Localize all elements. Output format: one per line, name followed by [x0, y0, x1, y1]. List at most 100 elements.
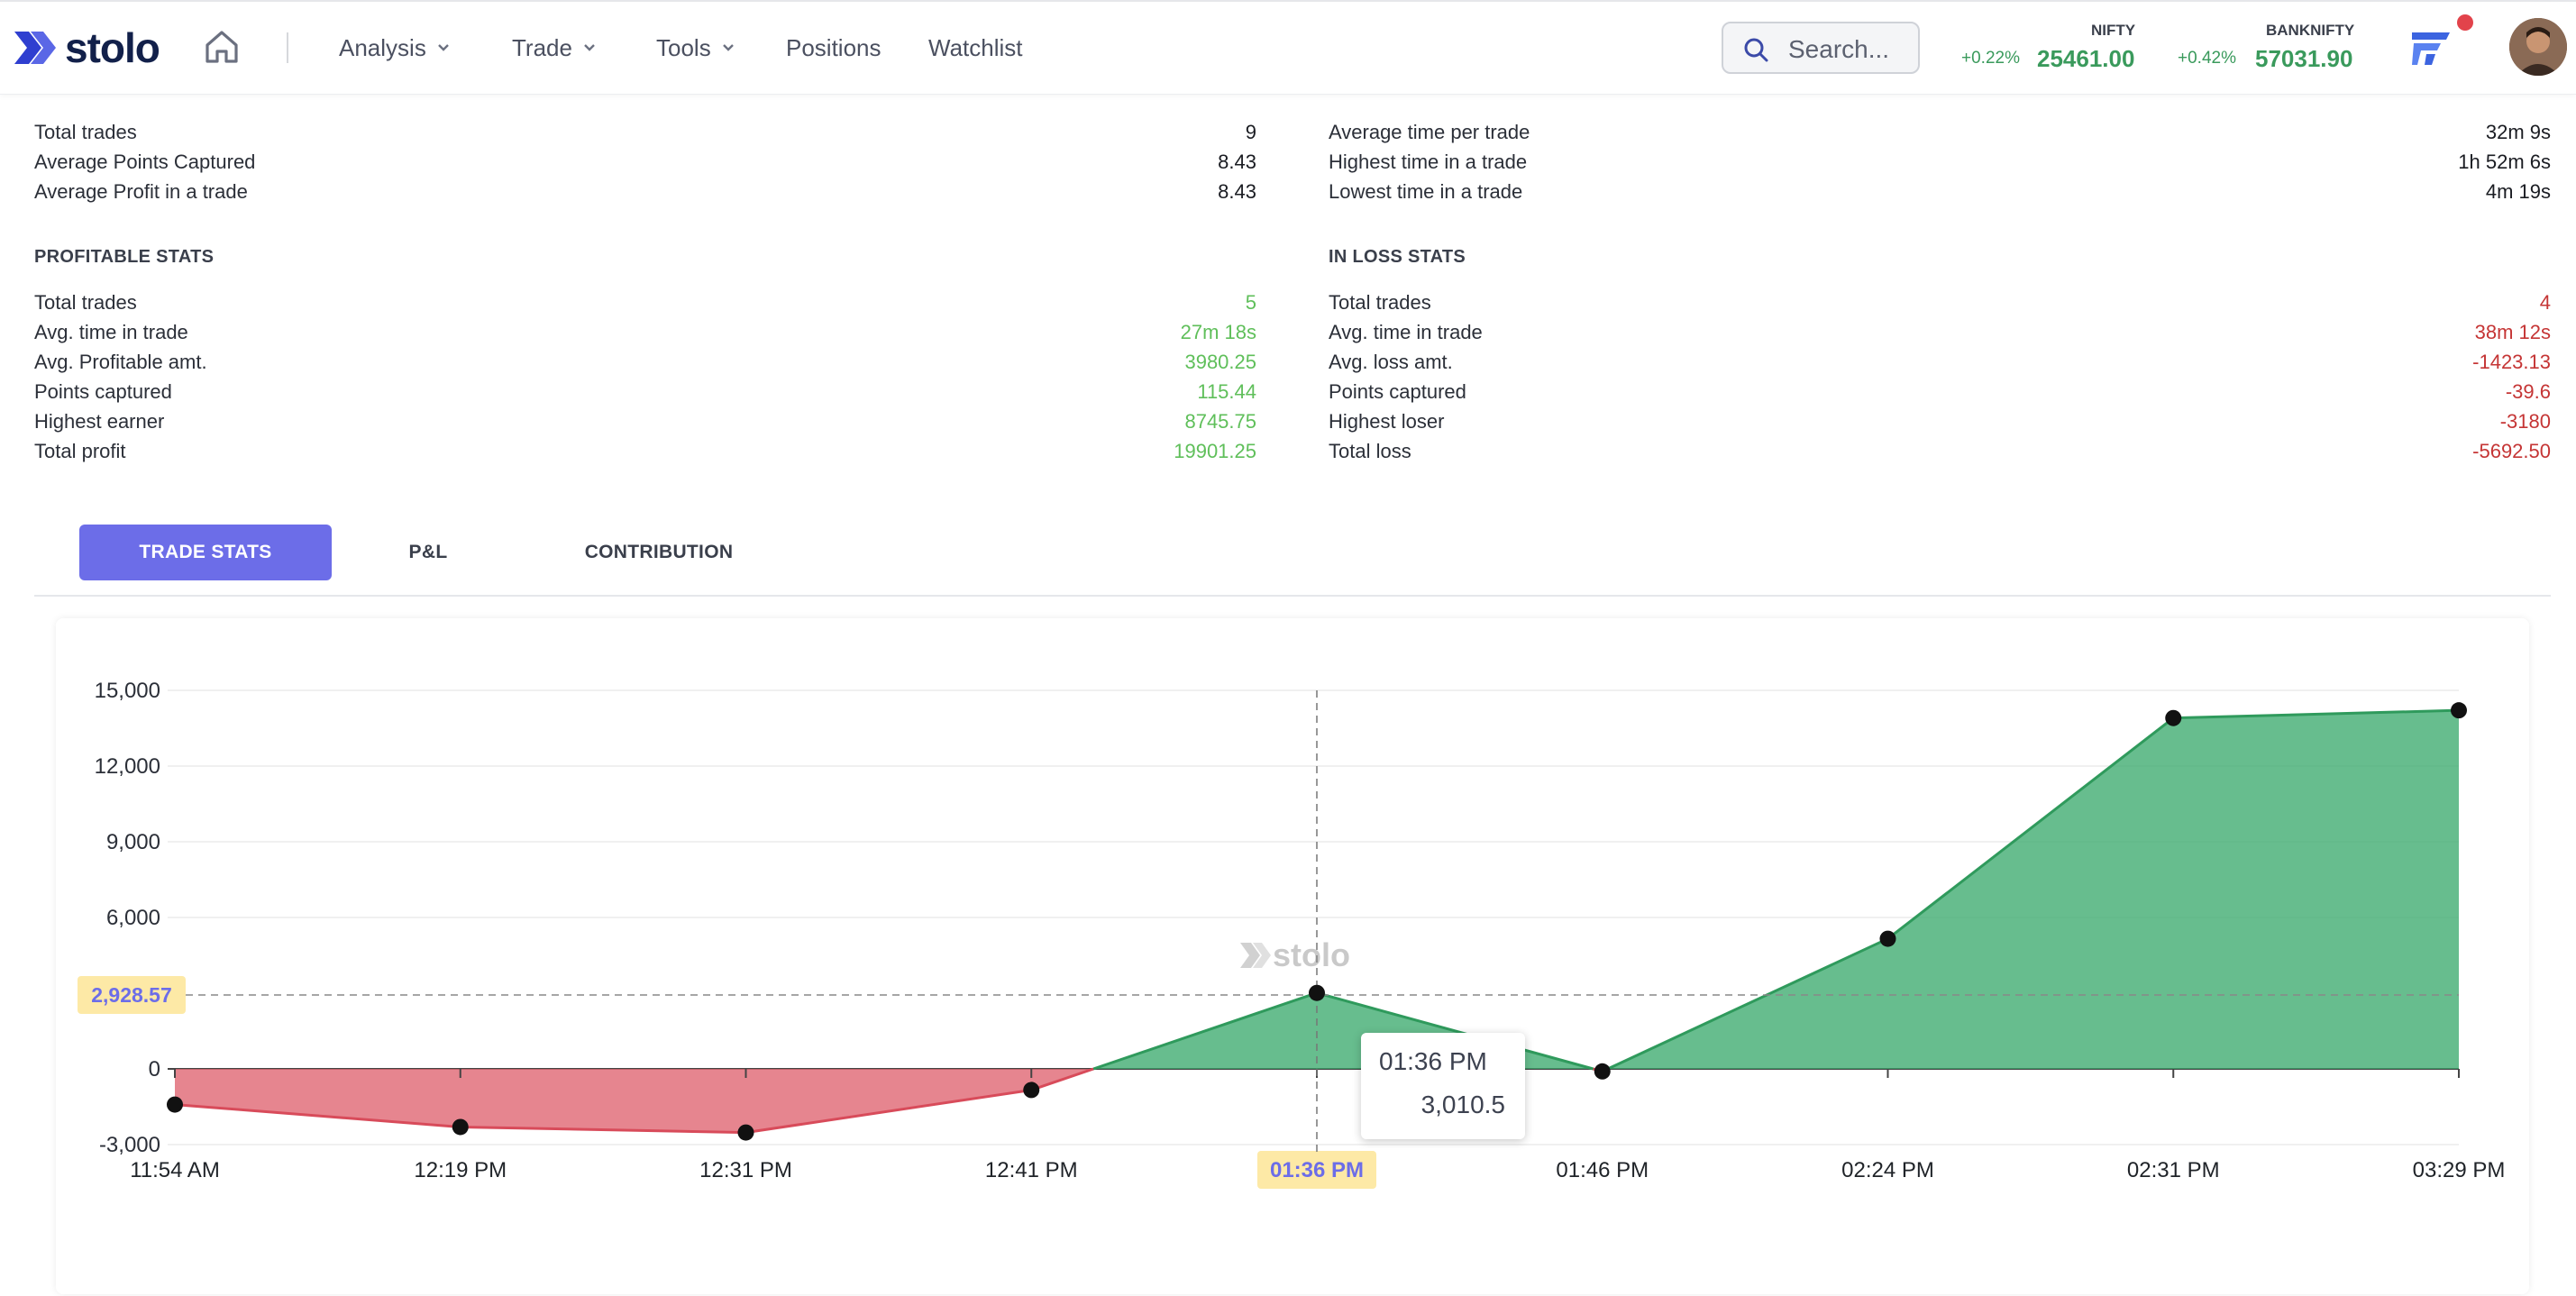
ticker-value: 25461.00 — [2037, 45, 2135, 72]
nav-analysis[interactable]: Analysis — [339, 2, 450, 94]
stat-row: Average Points Captured 8.43 — [34, 149, 1256, 176]
notification-dot — [2457, 14, 2473, 31]
brand-logo-icon[interactable] — [2408, 27, 2453, 68]
avatar[interactable] — [2509, 18, 2567, 76]
y-tick-label: 0 — [149, 1057, 160, 1082]
data-point — [2451, 702, 2467, 719]
x-tick-label: 01:46 PM — [1556, 1158, 1649, 1182]
loss-stats-title: IN LOSS STATS — [1329, 247, 1466, 267]
stat-row: Total trades 5 — [34, 289, 1256, 316]
watermark-chevron-icon — [1253, 943, 1271, 968]
stat-row: Avg. Profitable amt. 3980.25 — [34, 349, 1256, 376]
stat-value: 27m 18s — [1180, 321, 1256, 343]
stat-value: 4 — [2539, 291, 2551, 314]
series-line — [460, 1125, 746, 1135]
y-tick-label: 6,000 — [106, 906, 160, 930]
positive-area — [1093, 710, 2459, 1069]
tab-pnl[interactable]: P&L — [408, 542, 448, 562]
y-crosshair-badge — [78, 976, 186, 1014]
stat-value: 4m 19s — [2485, 180, 2551, 203]
x-tick-label: 12:19 PM — [414, 1158, 507, 1182]
search-icon — [1744, 38, 1768, 62]
stat-row: Total trades 9 — [34, 119, 1256, 146]
watermark-text: stolo — [1273, 936, 1350, 973]
tooltip-value: 3,010.5 — [1420, 1091, 1505, 1118]
ticker-change: +0.42% — [2178, 49, 2236, 68]
watermark-chevron-icon — [1240, 943, 1260, 968]
series-line — [1092, 991, 1318, 1071]
stat-label: Avg. Profitable amt. — [34, 351, 207, 373]
tab-contribution[interactable]: CONTRIBUTION — [584, 542, 734, 562]
stat-label: Total loss — [1329, 440, 1411, 462]
stat-label: Total profit — [34, 440, 126, 462]
data-point — [1309, 984, 1325, 1001]
data-point — [1594, 1063, 1611, 1080]
stat-value: 3980.25 — [1184, 351, 1256, 373]
stat-value: 1h 52m 6s — [2458, 151, 2551, 173]
stat-row: Total trades 4 — [1329, 289, 2551, 316]
ticker-change: +0.22% — [1961, 49, 2020, 68]
y-crosshair-label: 2,928.57 — [91, 983, 172, 1007]
chevron-down-icon — [437, 44, 449, 51]
series-line — [1607, 937, 1889, 1071]
stat-row: Highest loser -3180 — [1329, 408, 2551, 435]
chart-watermark: stolo — [1240, 936, 1350, 973]
x-tick-label: 12:41 PM — [985, 1158, 1078, 1182]
x-tick-label: 12:31 PM — [699, 1158, 792, 1182]
chevron-down-icon — [722, 44, 734, 51]
stat-value: 8745.75 — [1184, 410, 1256, 433]
top-navbar: stolo Analysis Trade Tools Positions Wat… — [0, 0, 2576, 95]
stat-label: Average time per trade — [1329, 121, 1530, 143]
x-crosshair-label: 01:36 PM — [1270, 1158, 1364, 1182]
stat-label: Total trades — [34, 121, 137, 143]
stat-row: Average time per trade 32m 9s — [1329, 119, 2551, 146]
stolo-logo[interactable]: stolo — [14, 22, 160, 74]
stat-value: -5692.50 — [2472, 440, 2551, 462]
stat-label: Highest time in a trade — [1329, 151, 1528, 173]
stat-row: Lowest time in a trade 4m 19s — [1329, 178, 2551, 205]
stat-label: Lowest time in a trade — [1329, 180, 1523, 203]
stat-value: 38m 12s — [2474, 321, 2551, 343]
nav-tools[interactable]: Tools — [656, 2, 735, 94]
nav-trade-label: Trade — [512, 33, 572, 61]
stat-value: -39.6 — [2505, 380, 2551, 403]
data-point — [737, 1124, 754, 1141]
stat-row: Points captured 115.44 — [34, 379, 1256, 406]
stat-value: 115.44 — [1197, 380, 1256, 403]
x-crosshair-badge — [1257, 1151, 1376, 1189]
nav-watchlist[interactable]: Watchlist — [928, 2, 1023, 94]
ticker-name: NIFTY — [2091, 22, 2136, 39]
nav-analysis-label: Analysis — [339, 33, 426, 61]
stat-row: Highest earner 8745.75 — [34, 408, 1256, 435]
stat-row: Highest time in a trade 1h 52m 6s — [1329, 149, 2551, 176]
nav-trade[interactable]: Trade — [512, 2, 596, 94]
tooltip-time: 01:36 PM — [1379, 1047, 1487, 1075]
series-line — [1316, 991, 1594, 1071]
stat-label: Points captured — [1329, 380, 1466, 403]
data-point — [2165, 709, 2182, 726]
stat-label: Total trades — [34, 291, 137, 314]
logo-text: stolo — [65, 24, 160, 71]
ticker-value: 57031.90 — [2255, 45, 2353, 72]
y-tick-label: 15,000 — [95, 679, 160, 703]
stat-label: Avg. time in trade — [1329, 321, 1483, 343]
data-point — [1879, 930, 1896, 947]
nav-tools-label: Tools — [656, 33, 711, 61]
search-box[interactable] — [1722, 22, 1920, 74]
y-tick-label: -3,000 — [99, 1133, 160, 1157]
stat-label: Points captured — [34, 380, 172, 403]
stat-row: Points captured -39.6 — [1329, 379, 2551, 406]
stat-value: 19901.25 — [1174, 440, 1256, 462]
avatar-image — [2509, 18, 2567, 76]
series-line — [745, 1088, 1032, 1135]
search-input[interactable] — [1786, 32, 1916, 67]
x-tick-label: 11:54 AM — [130, 1158, 220, 1182]
nav-divider — [287, 32, 288, 63]
tabs-underline — [34, 595, 2551, 597]
home-icon[interactable] — [202, 27, 242, 67]
stat-label: Highest loser — [1329, 410, 1445, 433]
data-point — [167, 1096, 183, 1113]
nav-positions[interactable]: Positions — [786, 2, 882, 94]
tab-trade-stats[interactable]: TRADE STATS — [79, 525, 332, 580]
